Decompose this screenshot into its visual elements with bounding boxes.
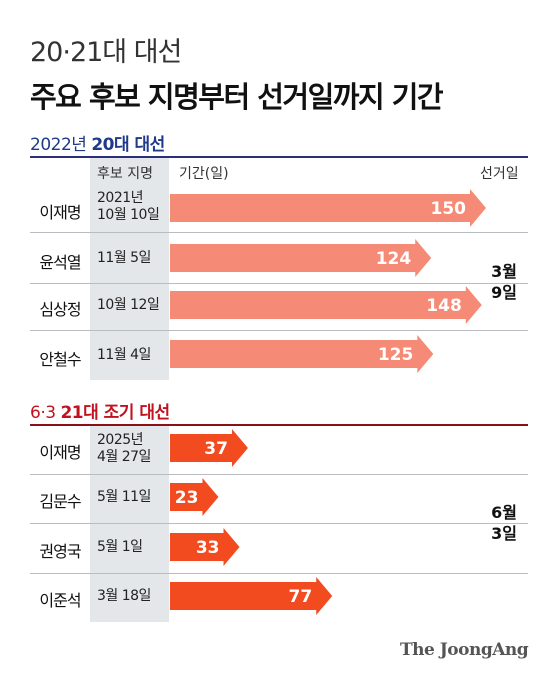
section-title-21st-bold: 21대 조기 대선 xyxy=(60,403,170,423)
candidate-name-kwon-youngkook: 권영국 xyxy=(39,542,81,561)
section-title-20th-prefix: 2022년 xyxy=(30,135,87,155)
bar-arrow xyxy=(170,429,248,467)
candidate-name-yoon-sukyeol: 윤석열 xyxy=(39,253,81,272)
election-day-month: 3월 xyxy=(491,262,517,281)
section-rule-21st xyxy=(30,424,528,426)
bar-arrow xyxy=(170,528,240,566)
candidate-name-ahn-cheolsoo: 안철수 xyxy=(39,350,81,369)
bar-arrow xyxy=(170,478,219,516)
nomination-date: 2021년 10월 10일 xyxy=(97,190,160,224)
candidate-name-lee-junseok: 이준석 xyxy=(39,591,81,610)
bar-value-label: 124 xyxy=(376,249,412,269)
election-day-date: 3일 xyxy=(491,524,517,543)
bar-value-label: 37 xyxy=(204,439,228,459)
nomination-date: 3월 18일 xyxy=(97,588,151,604)
election-day-21st: 6월 3일 xyxy=(484,502,524,544)
nomination-date: 5월 11일 xyxy=(97,489,151,505)
election-day-20th: 3월 9일 xyxy=(484,261,524,303)
nomination-date-year: 2021년 xyxy=(97,190,144,206)
election-day-month: 6월 xyxy=(491,503,517,522)
bar-value-label: 23 xyxy=(175,488,199,508)
bar-arrow xyxy=(170,286,482,324)
nomination-date: 11월 4일 xyxy=(97,347,151,363)
bar-arrow xyxy=(170,239,432,277)
bar-value-label: 125 xyxy=(378,345,414,365)
bar-arrow xyxy=(170,189,486,227)
header-nomination: 후보 지명 xyxy=(97,166,153,182)
bar-arrow xyxy=(170,335,434,373)
nomination-date-year: 2025년 xyxy=(97,432,144,448)
nomination-date: 10월 12일 xyxy=(97,297,160,313)
bar-value-label: 33 xyxy=(196,538,220,558)
row-divider xyxy=(30,283,528,284)
row-divider xyxy=(30,232,528,233)
section-rule-20th xyxy=(30,156,528,158)
candidate-name-kim-moonsoo: 김문수 xyxy=(39,492,81,511)
row-divider xyxy=(30,573,528,574)
row-divider xyxy=(30,330,528,331)
candidate-name-lee-jaemyung-20: 이재명 xyxy=(39,203,81,222)
source-logo: The JoongAng xyxy=(400,640,529,660)
section-title-20th-bold: 20대 대선 xyxy=(91,135,165,155)
candidate-name-sim-sangjeong: 심상정 xyxy=(39,300,81,319)
nomination-column-shade-21st xyxy=(90,426,169,622)
bar-value-label: 148 xyxy=(426,296,462,316)
header-period: 기간(일) xyxy=(179,166,229,182)
bar-value-label: 77 xyxy=(289,587,313,607)
section-title-20th: 2022년 20대 대선 xyxy=(30,130,165,155)
nomination-date: 11월 5일 xyxy=(97,250,151,266)
nomination-column-shade-20th xyxy=(90,158,169,380)
nomination-date-day: 4월 27일 xyxy=(97,449,151,465)
nomination-date-day: 10월 10일 xyxy=(97,207,160,223)
candidate-name-lee-jaemyung-21: 이재명 xyxy=(39,443,81,462)
bar-arrow xyxy=(170,577,333,615)
chart-subtitle: 20·21대 대선 xyxy=(30,37,182,68)
nomination-date: 2025년 4월 27일 xyxy=(97,432,151,466)
section-title-21st-prefix: 6·3 xyxy=(30,403,56,423)
chart-title: 주요 후보 지명부터 선거일까지 기간 xyxy=(30,80,444,114)
row-divider xyxy=(30,474,528,475)
bar-value-label: 150 xyxy=(431,199,467,219)
header-election-day: 선거일 xyxy=(480,166,519,182)
election-day-date: 9일 xyxy=(491,283,517,302)
nomination-date: 5월 1일 xyxy=(97,539,143,555)
section-title-21st: 6·3 21대 조기 대선 xyxy=(30,398,170,423)
row-divider xyxy=(30,523,528,524)
